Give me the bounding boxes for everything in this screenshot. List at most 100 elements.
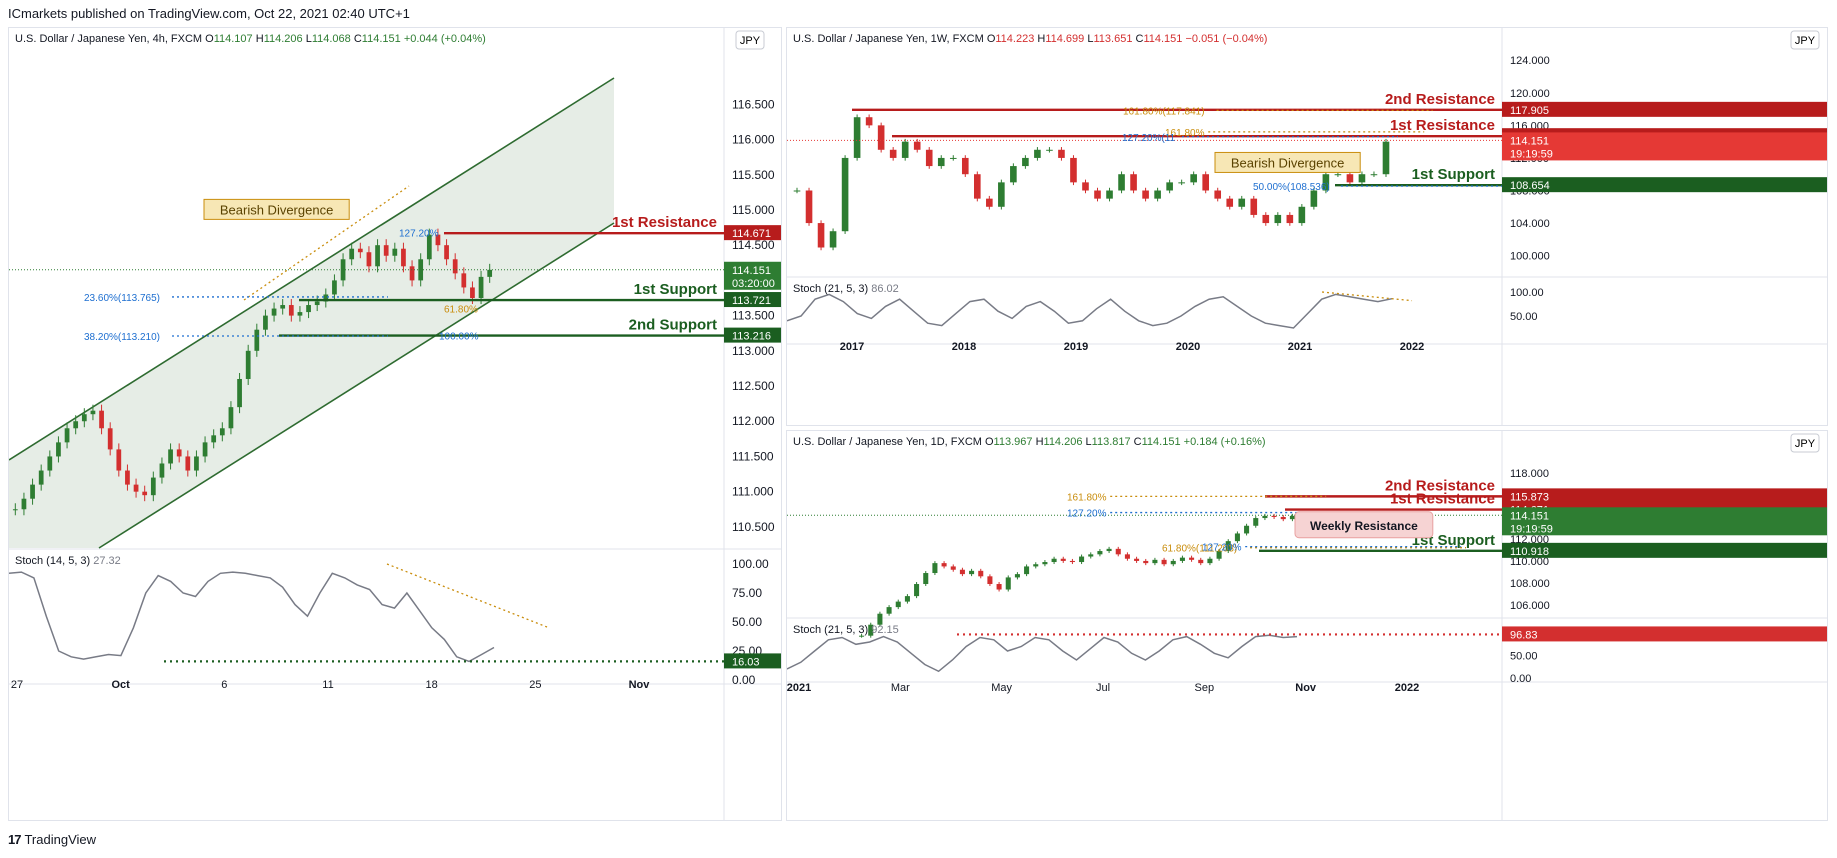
price-tick: 113.500 [732,309,775,323]
candle [923,573,929,585]
candle [150,477,156,496]
candle [142,491,148,496]
candle [194,456,199,471]
fib-label: 38.20%(113.210) [84,332,160,343]
chart-legend: U.S. Dollar / Japanese Yen, 4h, FXCM O11… [15,33,486,45]
candle [116,449,122,471]
fib-label: 161.80%(117.841) [1123,106,1205,117]
fib-label: 61.80%(111.203) [1162,544,1237,555]
time-tick: 27 [11,679,23,691]
candle [998,182,1005,207]
candle [1262,214,1270,224]
candle [99,410,104,429]
annotation-label: Weekly Resistance [1310,519,1418,533]
osc-tick: 75.00 [732,586,762,600]
chart-panel-4h[interactable]: 1st Resistance 1st Support 2nd Support 127.… [8,27,782,821]
level-label: 1st Support [634,281,717,298]
candle [950,566,956,570]
candle [817,223,825,248]
chart-4h[interactable]: 1st Resistance 1st Support 2nd Support 127.… [9,28,781,820]
chart-panel-1d[interactable]: 2nd Resistance 1st Resistance 1st Support 1… [786,430,1828,821]
level-label: 2nd Support [629,317,717,334]
candle [1142,190,1149,199]
candle [969,570,975,575]
time-tick: Nov [629,679,651,691]
candle [1280,516,1286,520]
oscillator-name: Stoch (14, 5, 3) 27.32 [15,555,121,567]
level-label: 1st Support [1412,166,1495,183]
candle [435,234,441,246]
time-tick: Jul [1096,682,1110,694]
candle [1225,541,1231,552]
candle [30,484,35,499]
candle [1216,551,1222,559]
chart-panel-1w[interactable]: 2nd Resistance 1st Resistance 1st Support 1… [786,27,1828,426]
candle [1271,515,1277,517]
candle [271,308,277,316]
candle [1106,548,1112,552]
candle [1022,157,1029,167]
candle [1370,174,1378,176]
annotation-box [1294,511,1434,539]
fib-label: 23.60%(113.765) [84,293,160,304]
candle [383,245,389,256]
stoch-line [9,571,495,663]
candle [288,305,294,316]
price-label-box [1502,542,1827,558]
candle [1014,574,1020,578]
price-tick: 111.500 [732,449,774,463]
candle [349,248,355,260]
price-tick: 112.500 [732,379,775,393]
chart-1w[interactable]: 2nd Resistance 1st Resistance 1st Support 1… [787,28,1827,425]
time-tick: 25 [529,679,541,691]
candle [1334,174,1342,176]
candle [1166,182,1173,191]
stoch-line [787,634,1298,673]
candle [452,259,458,274]
candle [1286,214,1294,224]
candle [1198,559,1204,564]
candle [159,463,165,478]
price-label-value: 108.654 [1510,180,1550,192]
candle [470,287,475,298]
currency-badge [1790,30,1820,50]
price-tick: 116.000 [732,133,775,147]
candle [263,315,268,330]
candle [868,624,874,636]
price-label-value: 114.151 [1510,510,1549,522]
candle [886,607,892,614]
candle [392,248,398,256]
candle [889,149,897,158]
candle [461,273,467,288]
candle [1289,515,1295,520]
price-label-value: 113.721 [732,295,771,307]
candle [211,435,217,443]
candle [1118,174,1125,191]
candle [805,190,813,224]
candle [1298,206,1306,224]
fib-label: 127.20%(11 [1122,133,1176,144]
time-tick: 2022 [1395,682,1419,694]
candle [1274,214,1282,224]
currency-badge [735,30,765,50]
price-label-value: 114.151 [732,265,771,277]
price-tick: 116.500 [732,97,775,111]
candle [949,157,957,159]
candle [56,442,61,457]
candle [297,312,303,316]
time-tick: 2021 [1288,341,1312,353]
chart-legend: U.S. Dollar / Japanese Yen, 1W, FXCM O11… [793,33,1267,45]
candle [996,584,1002,590]
candle [1178,182,1185,184]
tradingview-footer[interactable]: 17 TradingView [8,832,96,847]
channel-upper-line [9,77,615,461]
candle [1152,559,1158,564]
price-label-value: 117.905 [1510,105,1549,117]
price-tick: 120.000 [1510,88,1550,100]
chart-legend: U.S. Dollar / Japanese Yen, 1D, FXCM O11… [793,436,1266,448]
candle [81,414,87,422]
candle [12,509,18,511]
candle [323,294,329,302]
channel-lower-line [98,222,615,549]
